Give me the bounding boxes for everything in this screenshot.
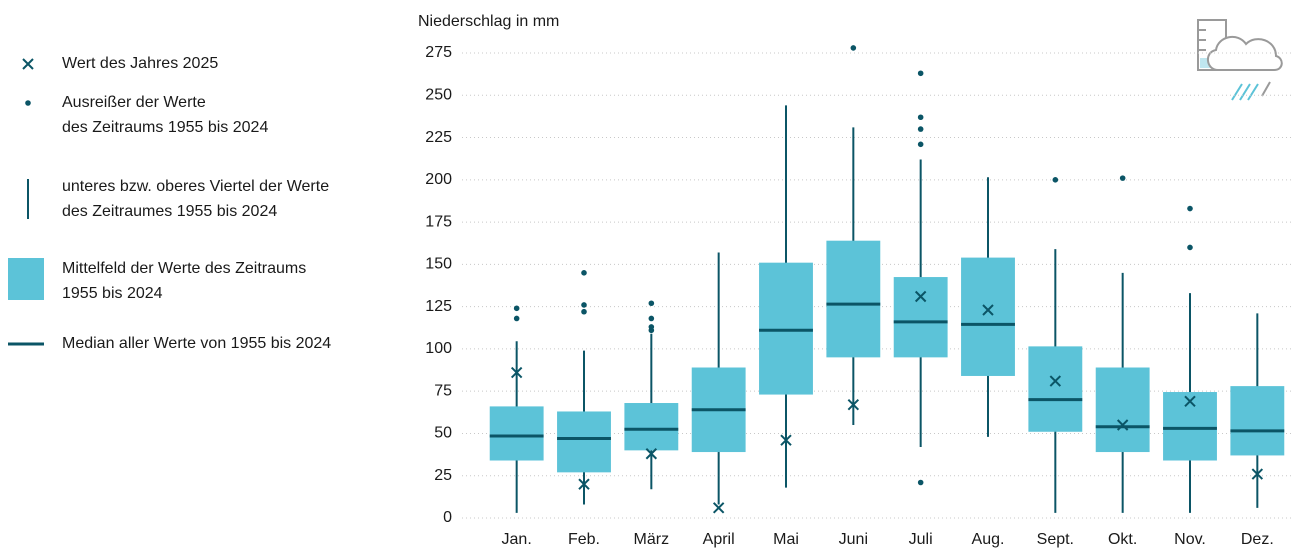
box [1230, 386, 1285, 456]
y-tick-label: 100 [425, 340, 452, 357]
y-tick-label: 0 [443, 509, 452, 526]
y-tick-label: 200 [425, 171, 452, 188]
box [893, 277, 948, 358]
outlier [581, 270, 587, 276]
x-tick-label: Nov. [1174, 531, 1206, 548]
outlier [917, 70, 924, 77]
legend-label: Median aller Werte von 1955 bis 2024 [62, 335, 331, 352]
legend-cross [22, 58, 34, 70]
outlier [581, 302, 587, 308]
legend-label: des Zeitraumes 1955 bis 2024 [62, 203, 277, 220]
y-tick-label: 25 [434, 467, 452, 484]
y-tick-label: 125 [425, 298, 452, 315]
y-tick-label: 225 [425, 129, 452, 146]
value-2025 [1049, 375, 1062, 387]
value-2025 [1251, 468, 1264, 480]
outlier [1187, 244, 1193, 251]
x-tick-label: Juli [909, 531, 933, 548]
x-tick-label: Sept. [1037, 531, 1074, 548]
legend-label: Ausreißer der Werte [62, 94, 206, 111]
y-axis-label: Niederschlag in mm [418, 13, 559, 30]
outlier [513, 315, 520, 322]
box [557, 411, 611, 473]
x-tick-label: April [703, 531, 735, 548]
x-tick-label: Aug. [972, 531, 1005, 548]
outlier [1052, 177, 1059, 183]
x-tick-label: Dez. [1241, 531, 1274, 548]
outlier [917, 126, 924, 132]
value-2025 [1184, 395, 1196, 408]
outlier [648, 324, 655, 330]
legend-label: des Zeitraums 1955 bis 2024 [62, 119, 268, 136]
outlier [581, 308, 587, 315]
value-2025 [712, 502, 725, 514]
box [1163, 392, 1217, 461]
outlier [917, 479, 924, 486]
y-tick-label: 75 [434, 382, 452, 399]
y-tick-label: 175 [425, 213, 452, 230]
outlier [648, 300, 655, 307]
value-2025 [645, 448, 658, 460]
x-tick-label: Jan. [502, 531, 532, 548]
box [489, 406, 544, 461]
legend-dot [25, 100, 31, 106]
x-tick-label: März [634, 531, 670, 548]
rain-gauge-icon [1197, 19, 1283, 101]
outlier [1119, 175, 1126, 181]
value-2025 [510, 366, 523, 379]
outlier [1187, 205, 1193, 212]
box [826, 240, 881, 358]
box [624, 403, 679, 451]
outlier [917, 141, 924, 148]
outlier [648, 315, 655, 322]
value-2025 [982, 304, 994, 316]
x-tick-label: Feb. [568, 531, 600, 548]
legend-label: Wert des Jahres 2025 [62, 55, 218, 72]
box [1028, 346, 1083, 432]
legend-label: unteres bzw. oberes Viertel der Werte [62, 178, 329, 195]
y-tick-label: 250 [425, 86, 452, 103]
legend-box [8, 258, 44, 300]
box [759, 262, 813, 395]
y-tick-label: 50 [434, 425, 452, 442]
legend-label: Mittelfeld der Werte des Zeitraums [62, 260, 306, 277]
legend-label: 1955 bis 2024 [62, 285, 163, 302]
outlier [850, 45, 857, 51]
value-2025 [847, 399, 860, 411]
outlier [513, 305, 520, 312]
x-tick-label: Mai [773, 531, 799, 548]
outlier [917, 114, 924, 121]
box [961, 257, 1015, 376]
box [1095, 367, 1150, 453]
value-2025 [780, 434, 792, 446]
y-tick-label: 150 [425, 256, 452, 273]
value-2025 [1116, 419, 1129, 431]
value-2025 [914, 290, 927, 303]
value-2025 [578, 478, 590, 490]
x-tick-label: Okt. [1108, 531, 1137, 548]
x-tick-label: Juni [839, 531, 868, 548]
y-tick-label: 275 [425, 44, 452, 61]
